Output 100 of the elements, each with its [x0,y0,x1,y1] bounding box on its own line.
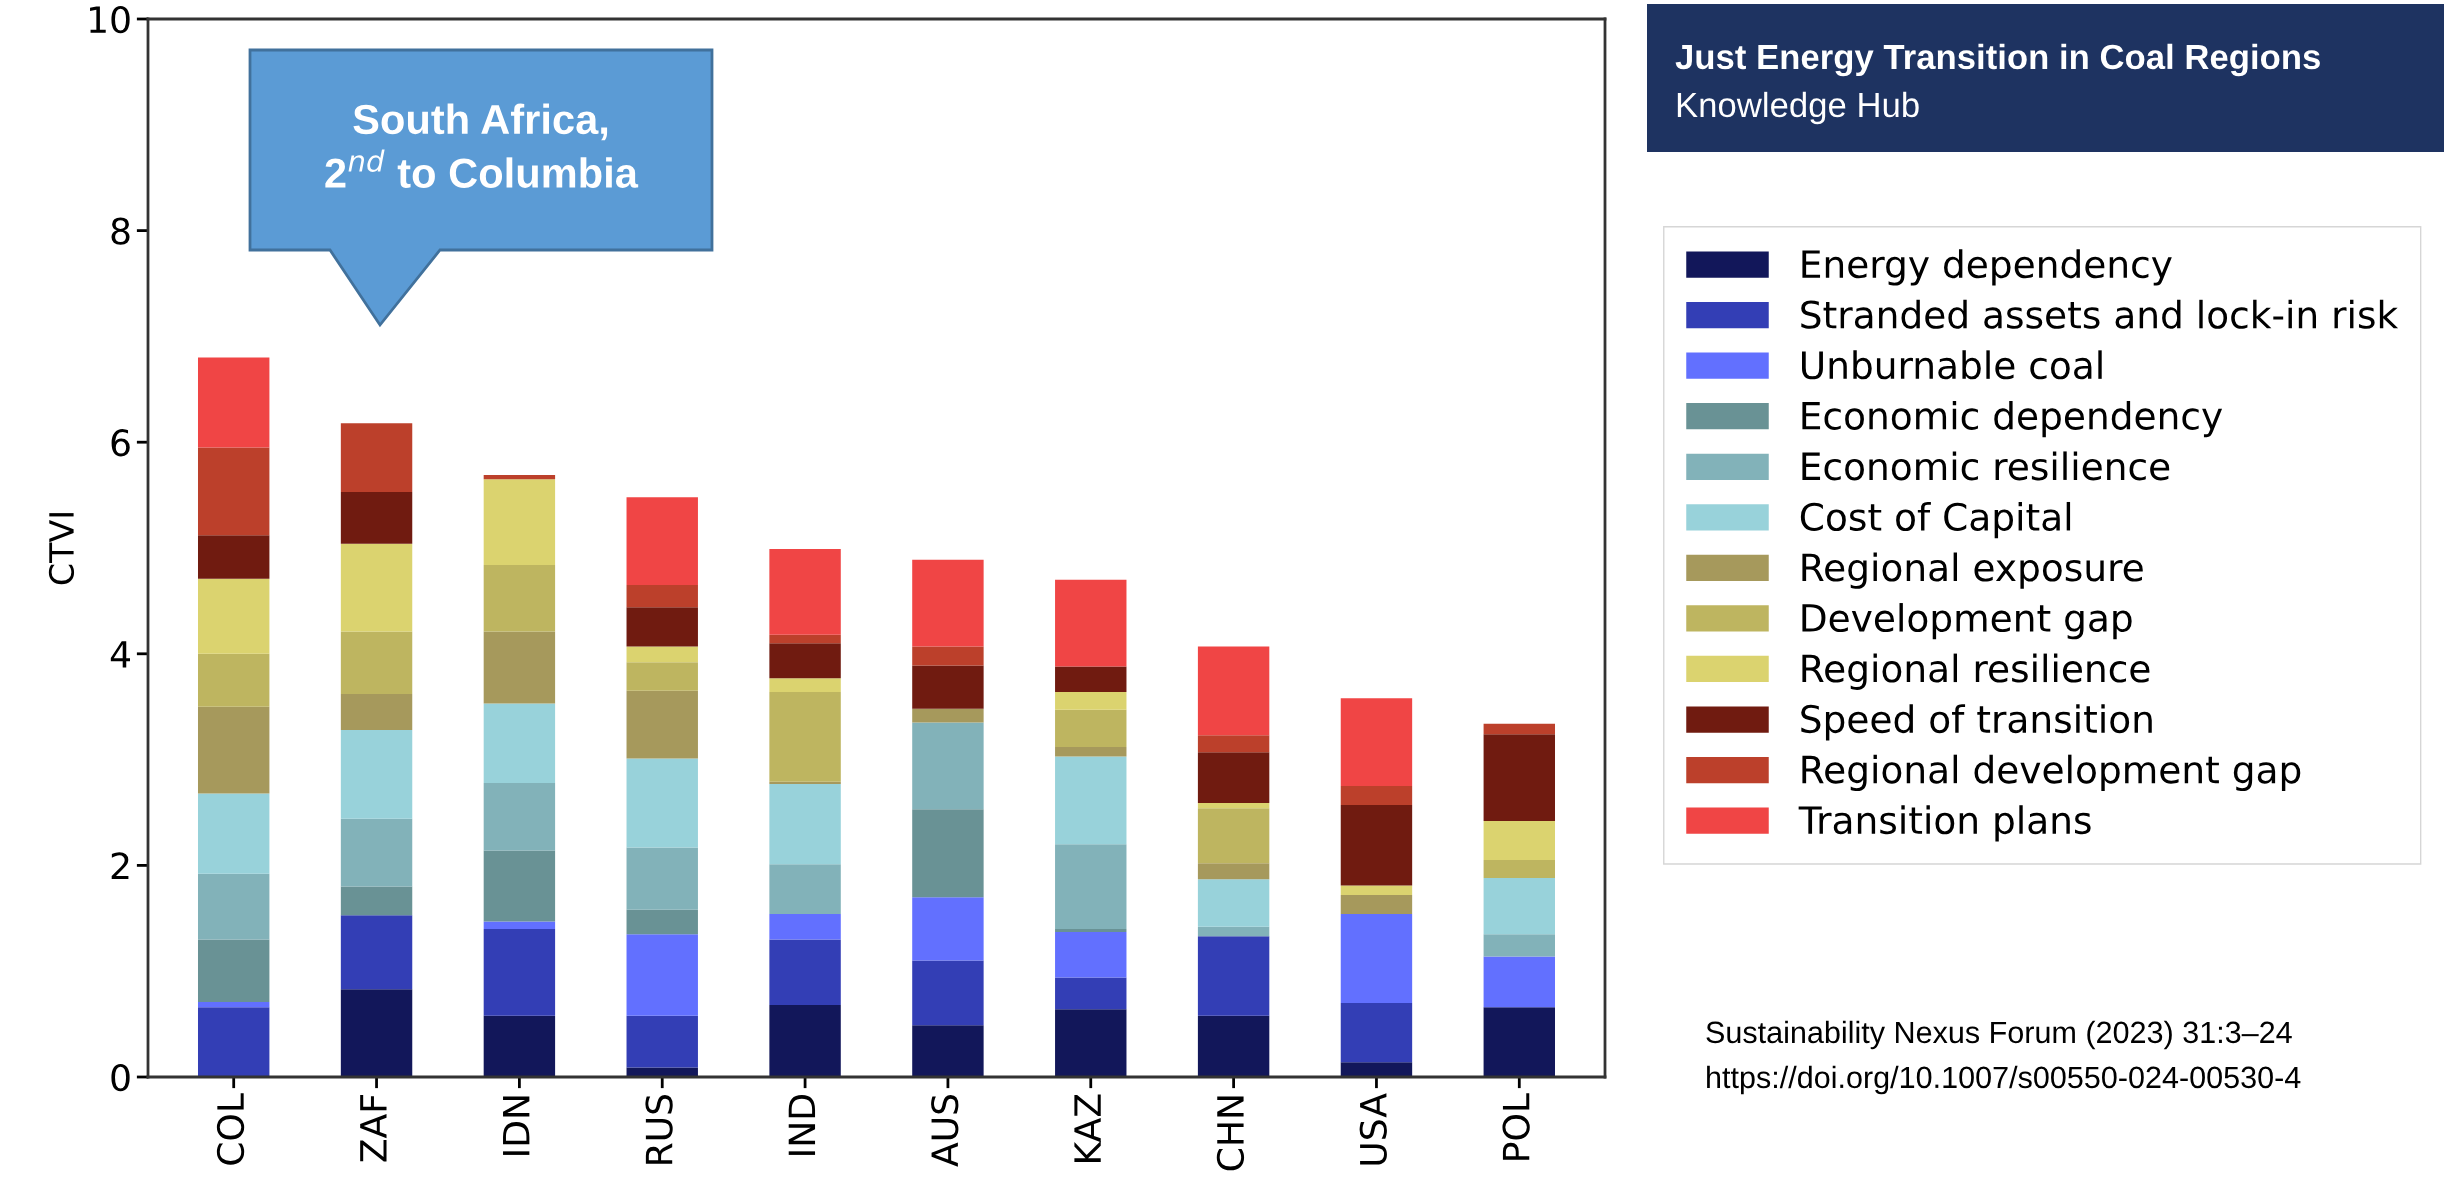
bar [1483,878,1555,935]
legend-label: Speed of transition [1801,704,2152,741]
bar [198,578,270,654]
bar [769,549,841,635]
legend-label: Economic dependency [1802,400,2223,438]
bar [912,809,984,898]
bar [626,585,698,608]
bar [1197,1015,1270,1077]
bar [769,634,841,644]
bar [483,703,556,783]
bar [1340,885,1413,896]
bar [769,678,841,692]
bar [483,921,556,929]
bar [626,1067,698,1077]
bar [769,643,841,679]
bar [340,631,413,694]
bar [769,939,841,1006]
bar [1340,1002,1413,1063]
bar [1197,936,1270,1016]
bar [769,864,841,915]
bar [626,646,698,663]
y-tick-label: 0 [111,1063,130,1092]
bar [1055,977,1127,1010]
bar [483,564,556,632]
bar [912,960,984,1026]
bar [1197,808,1270,864]
y-tick-label: 8 [111,217,130,245]
bar [340,818,413,887]
bar [912,722,984,810]
legend-label: Development gap [1802,603,2132,640]
legend-label: Cost of Capital [1800,501,2071,539]
bar [483,479,556,565]
bar [769,783,841,865]
legend-label: Regional development gap [1802,754,2301,791]
bar [340,915,413,990]
bar [1197,879,1270,927]
x-tick-label: KAZ [1074,1094,1101,1162]
bar [1055,932,1127,978]
bar [626,690,698,759]
bar [1055,746,1127,757]
bar [1055,709,1127,747]
bar [626,662,698,691]
x-tick-label: USA [1359,1093,1387,1165]
x-tick-label: IND [788,1095,816,1155]
legend-label: Economic resilience [1802,451,2170,481]
bar [1055,844,1127,929]
legend-label: Stranded assets and lock-in risk [1801,299,2399,329]
text: https://doi.org/10.1007/s00550-024-00530-4 [1707,1065,2301,1095]
bar [198,1001,270,1008]
bar [912,897,984,961]
text: Just Energy Transition in Coal Regions [1675,43,2320,77]
bar [1055,756,1127,845]
bar [340,886,413,916]
bar [198,793,270,874]
y-axis-title: CTVI [48,513,75,585]
bar [1340,698,1413,787]
legend-label: Unburnable coal [1802,350,2102,380]
bar [1483,734,1555,821]
x-tick-label: COL [216,1093,245,1165]
bar [483,850,556,922]
x-tick-label: AUS [931,1094,959,1167]
x-tick-label: CHN [1216,1096,1245,1171]
bar [1197,735,1270,753]
bar [483,475,556,480]
text: Knowledge Hub [1677,91,1919,125]
bar [340,694,413,730]
bar [340,729,413,819]
bar [626,847,698,910]
bar [626,1015,698,1068]
bar [769,1005,841,1077]
bar [1483,860,1555,879]
bar [198,873,270,940]
bar [1055,666,1127,692]
y-tick-label: 4 [110,641,130,668]
bar [198,706,270,794]
bar [483,631,556,704]
bar [198,653,270,707]
bar [626,934,698,1016]
bar [340,989,413,1077]
x-tick-label: POL [1502,1093,1530,1160]
bar [1197,863,1270,880]
legend-label: Energy dependency [1802,249,2172,286]
legend-label: Regional exposure [1802,552,2143,589]
bar [1055,928,1127,933]
annotation: South Africa, 2$^{nd}$ to Columbia [325,103,639,188]
bar [198,357,270,448]
bar [1340,805,1413,886]
y-tick-label: 10 [90,5,130,34]
bar [1055,579,1127,667]
bar [626,758,698,848]
bar [912,665,984,709]
y-tick-label: 2 [111,852,129,880]
bar [626,497,698,586]
bar [1483,723,1555,735]
bar [340,423,413,492]
bar [1483,820,1555,861]
bar [483,782,556,851]
bar [483,1015,556,1077]
y-tick-label: 6 [111,429,130,457]
bar [1483,934,1555,957]
